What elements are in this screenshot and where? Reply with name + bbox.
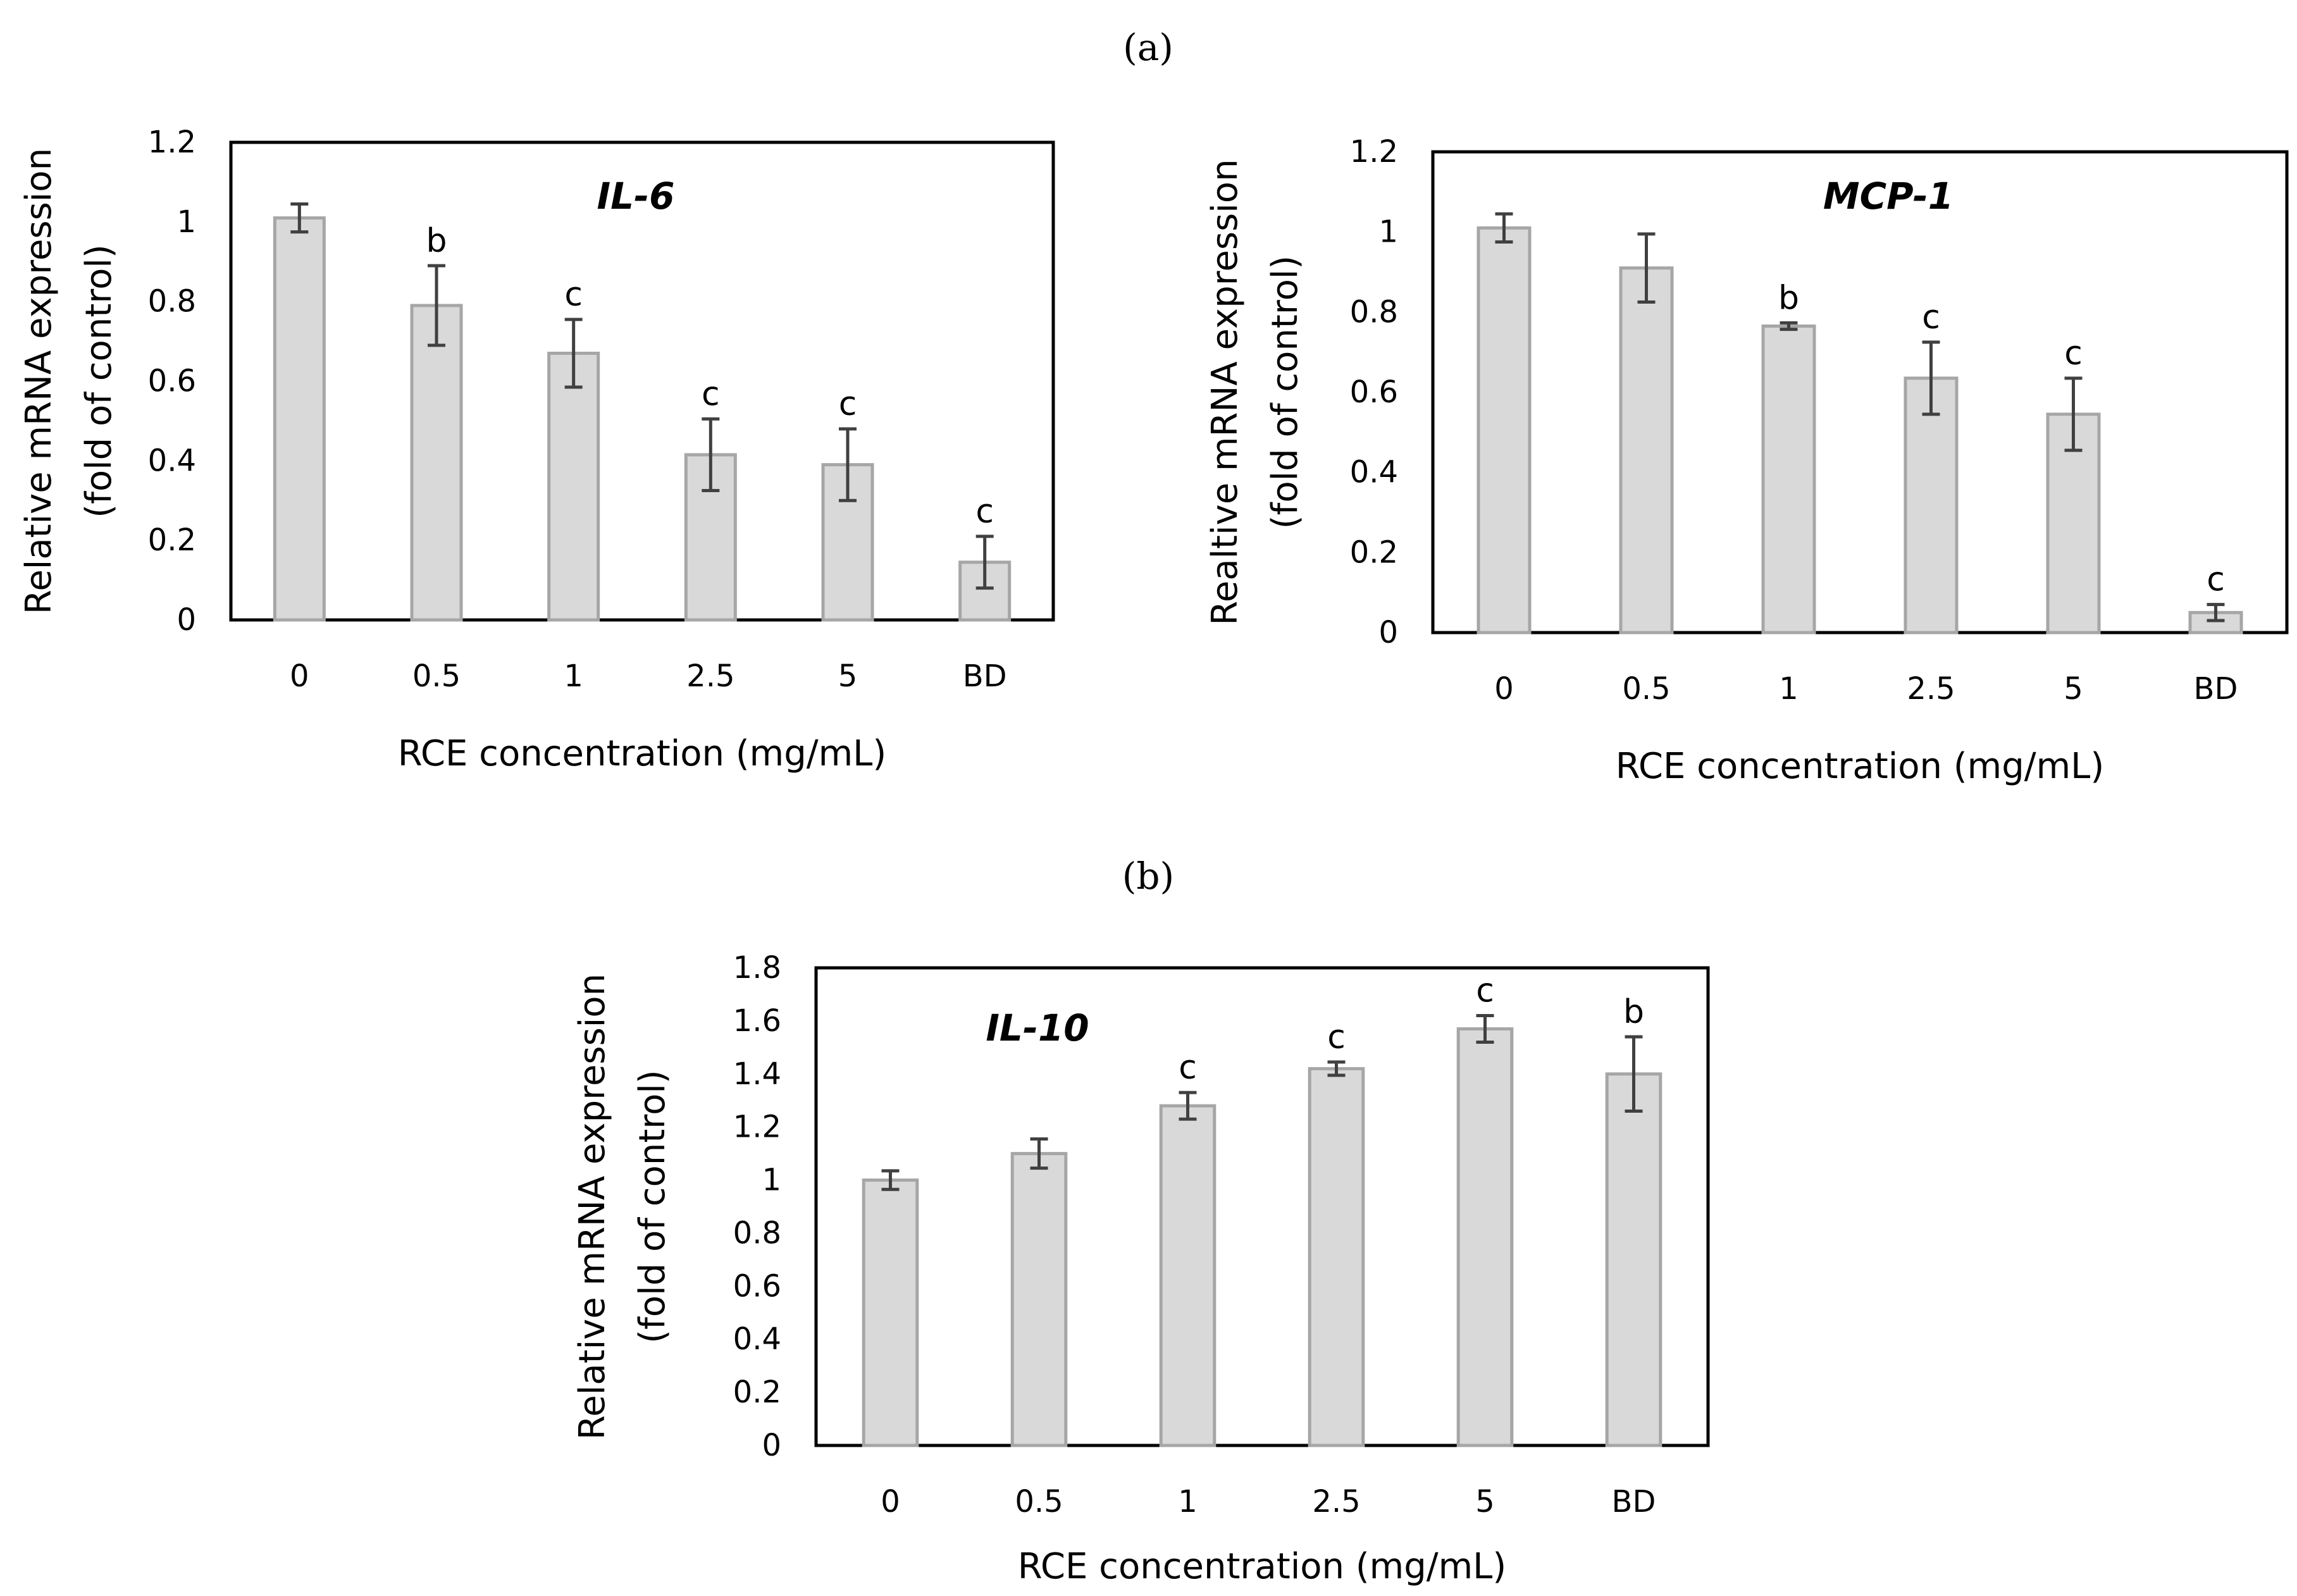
x-tick-label: 1 [1779, 671, 1799, 707]
y-tick-label: 0.4 [148, 443, 196, 478]
significance-label: b [1778, 279, 1799, 317]
x-tick-label: 0 [290, 659, 309, 694]
x-tick-label: 5 [838, 659, 858, 694]
significance-label: c [702, 375, 720, 413]
y-tick-label: 0.2 [148, 523, 196, 558]
chart-title: IL-10 [986, 1006, 1089, 1049]
chart-mcp1: 0 0.2 0.4 0.6 0.8 1 1.2 0 0.5 b 1 c 2.5 c 5 c BD MCP-1 RCE… [1204, 134, 2289, 787]
x-tick-label: 1 [564, 659, 583, 694]
y-axis-label: Realtive mRNA expression [1204, 159, 1246, 625]
x-tick-label: 2.5 [1907, 671, 1955, 707]
y-tick-label: 1.2 [733, 1110, 781, 1145]
bar [1456, 1027, 1514, 1447]
x-axis-label: RCE concentration (mg/mL) [1616, 746, 2104, 787]
bar [547, 351, 600, 622]
bar [1904, 376, 1959, 634]
significance-label: c [2064, 335, 2083, 373]
significance-label: c [564, 276, 583, 314]
x-tick-label: 2.5 [686, 659, 734, 694]
x-tick-label: 0.5 [1015, 1484, 1063, 1519]
bar [273, 216, 326, 622]
y-tick-label: 0.4 [733, 1321, 781, 1357]
x-tick-label: 0.5 [412, 659, 461, 694]
y-tick-label: 1.4 [733, 1056, 781, 1092]
significance-label: c [1327, 1018, 1346, 1056]
x-axis-label: RCE concentration (mg/mL) [398, 733, 886, 774]
bar [1605, 1072, 1662, 1447]
bar [1308, 1067, 1365, 1447]
y-axis-label: Relative mRNA expression [18, 148, 59, 614]
plot-frame [1431, 150, 2289, 634]
y-tick-label: 0 [762, 1428, 781, 1463]
y-axis-label-line2: (fold of control) [632, 1070, 673, 1343]
significance-label: c [1179, 1049, 1197, 1087]
x-tick-label: 5 [2064, 671, 2083, 707]
significance-label: b [1623, 993, 1644, 1031]
y-tick-label: 1.2 [148, 125, 196, 160]
y-tick-label: 0.8 [1350, 294, 1398, 330]
x-tick-label: 0.5 [1622, 671, 1670, 707]
y-tick-label: 1.6 [733, 1003, 781, 1039]
y-tick-label: 0.6 [148, 364, 196, 399]
y-axis-label-line2: (fold of control) [1265, 256, 1306, 529]
x-tick-label: BD [963, 659, 1007, 694]
bar [1159, 1104, 1217, 1447]
chart-title: MCP-1 [1823, 175, 1953, 218]
y-axis-label: Relative mRNA expression [572, 974, 613, 1440]
x-tick-label: 0 [881, 1484, 900, 1519]
plot-frame [814, 966, 1710, 1447]
y-tick-label: 0.8 [148, 284, 196, 319]
y-tick-label: 1.2 [1350, 134, 1398, 170]
panel-label-a: (a) [1123, 26, 1173, 69]
y-tick-label: 1 [762, 1163, 781, 1198]
bar [862, 1178, 919, 1447]
chart-title: IL-6 [597, 175, 675, 218]
x-tick-label: 5 [1475, 1484, 1495, 1519]
significance-label: c [839, 385, 857, 423]
x-axis-label: RCE concentration (mg/mL) [1018, 1546, 1506, 1587]
bar [1477, 226, 1532, 634]
y-tick-label: 0.8 [733, 1215, 781, 1251]
y-tick-label: 0 [176, 602, 196, 638]
y-tick-label: 1 [1378, 214, 1398, 250]
y-tick-label: 0.6 [1350, 374, 1398, 410]
x-tick-label: 2.5 [1312, 1484, 1360, 1519]
chart-il6: 0 0.2 0.4 0.6 0.8 1 1.2 0 b 0.5 c 1 c 2.5 c 5 c BD IL-6 RCE… [18, 125, 1055, 774]
y-axis-label-line2: (fold of control) [78, 244, 120, 517]
y-tick-label: 0.2 [733, 1375, 781, 1410]
bar [1010, 1152, 1068, 1447]
significance-label: c [2207, 561, 2225, 599]
panel-label-b: (b) [1122, 855, 1174, 898]
x-tick-label: BD [2194, 671, 2238, 707]
significance-label: b [426, 222, 447, 260]
significance-label: c [1922, 299, 1940, 337]
y-tick-label: 1.8 [733, 950, 781, 986]
significance-label: c [1476, 972, 1494, 1010]
y-tick-label: 0.2 [1350, 535, 1398, 570]
y-tick-label: 0.4 [1350, 455, 1398, 490]
chart-il10: 0 0.2 0.4 0.6 0.8 1 1.2 1.4 1.6 1.8 0 0.5 c 1 c 2.5 c 5 b B… [572, 950, 1710, 1587]
x-tick-label: 0 [1494, 671, 1514, 707]
y-tick-label: 1 [176, 204, 196, 240]
x-tick-label: BD [1612, 1484, 1656, 1519]
x-tick-label: 1 [1178, 1484, 1198, 1519]
y-tick-label: 0 [1378, 615, 1398, 650]
y-tick-label: 0.6 [733, 1268, 781, 1304]
plot-frame [229, 140, 1055, 622]
bar [1619, 266, 1674, 634]
bar [410, 304, 463, 622]
significance-label: c [975, 493, 994, 531]
bar [1761, 325, 1816, 634]
